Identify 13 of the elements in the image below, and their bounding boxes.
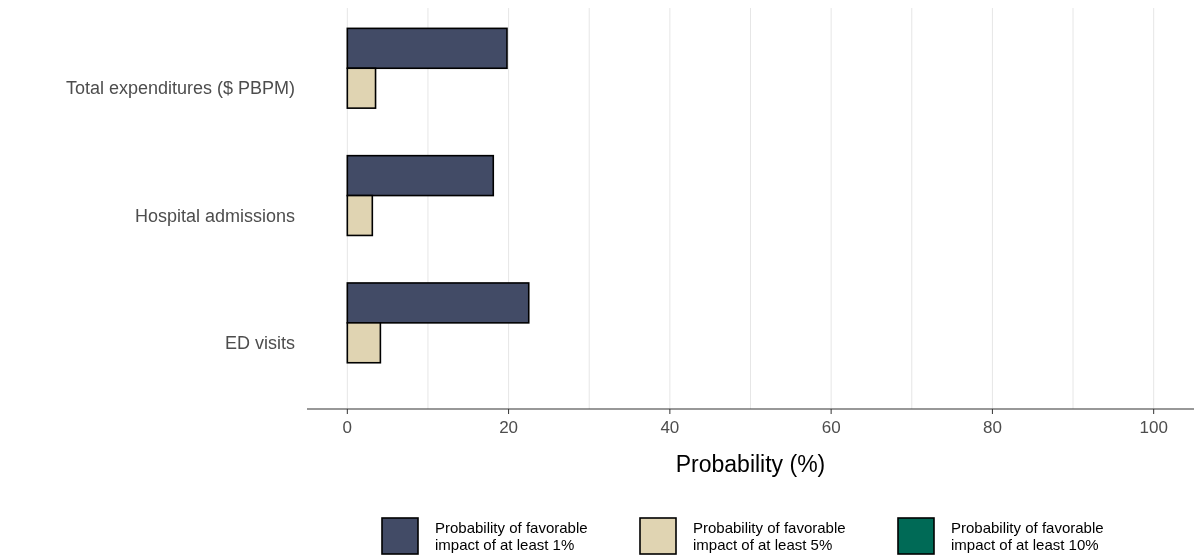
- x-axis-title: Probability (%): [675, 451, 826, 477]
- legend-label: Probability of favorable impact of at least 1%: [435, 519, 588, 553]
- x-tick-label: 0: [342, 418, 353, 437]
- x-tick-label: 100: [1139, 418, 1168, 437]
- x-tick-label: 20: [499, 418, 519, 437]
- y-tick-label: Total expenditures ($ PBPM): [65, 78, 295, 99]
- x-tick-label: 60: [821, 418, 841, 437]
- y-tick-label: ED visits: [224, 332, 295, 353]
- legend-label: Probability of favorable impact of at least 10%: [951, 519, 1104, 553]
- legend-label: Probability of favorable impact of at least 5%: [693, 519, 846, 553]
- x-tick-label: 40: [660, 418, 680, 437]
- y-tick-label: Hospital admissions: [134, 205, 295, 226]
- x-tick-label: 80: [982, 418, 1002, 437]
